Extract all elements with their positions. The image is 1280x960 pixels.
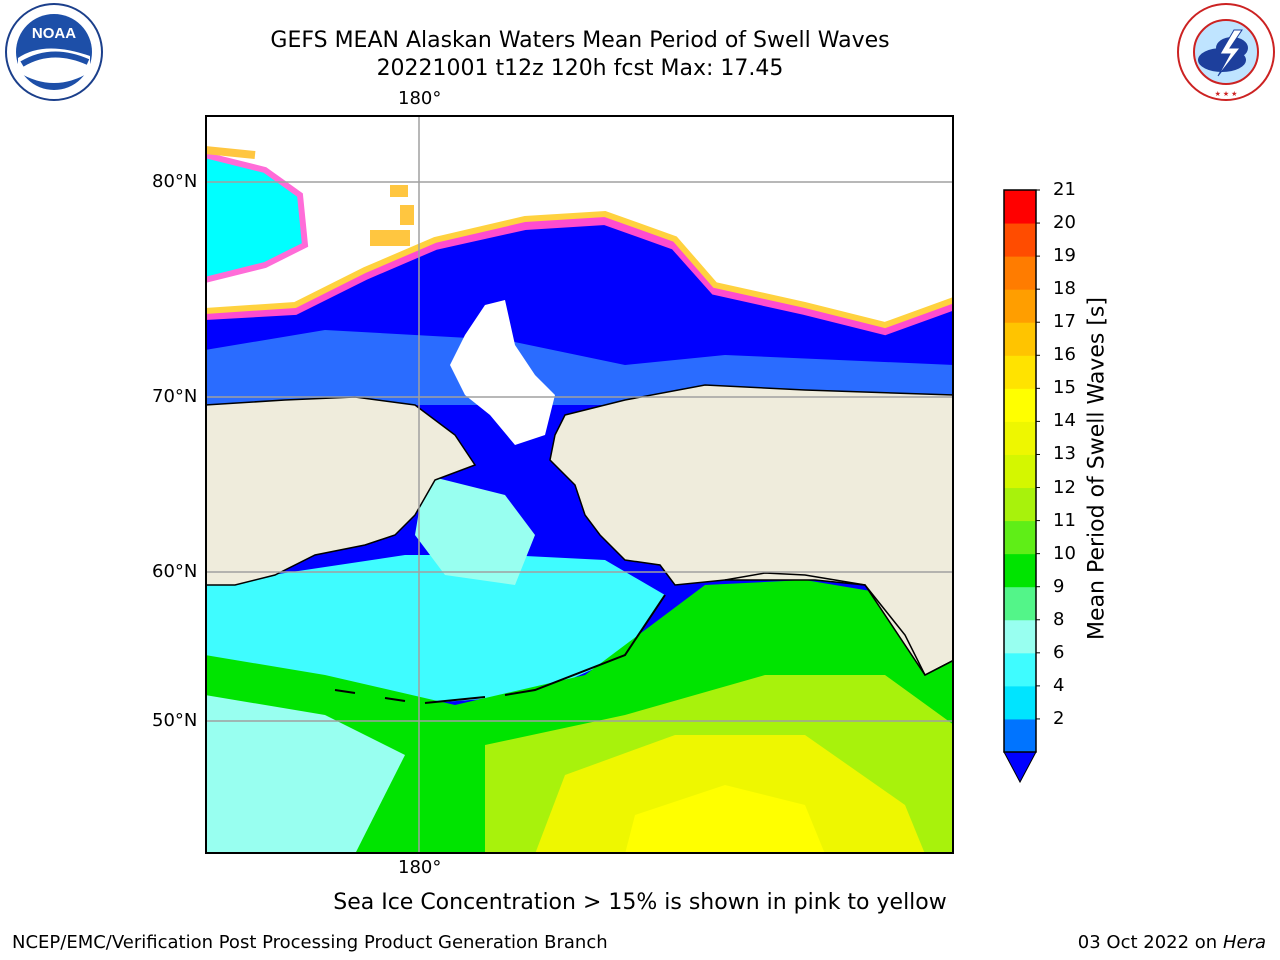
colorbar-tick-label: 6: [1053, 641, 1065, 663]
colorbar-bin: [1004, 322, 1036, 356]
colorbar-label: Mean Period of Swell Waves [s]: [1084, 297, 1110, 640]
colorbar-bin: [1004, 355, 1036, 389]
colorbar-tick-label: 11: [1053, 509, 1076, 531]
colorbar-tick-label: 21: [1053, 179, 1076, 200]
page-title: GEFS MEAN Alaskan Waters Mean Period of …: [270, 28, 890, 53]
lat-label-70: 70°N: [152, 386, 198, 407]
colorbar-tick-label: 8: [1053, 608, 1065, 630]
colorbar-tick-label: 17: [1053, 311, 1076, 333]
lat-label-80: 80°N: [152, 171, 198, 192]
lon-label-bottom: 180°: [398, 857, 442, 878]
colorbar-bin: [1004, 520, 1036, 555]
colorbar-tick-label: 18: [1053, 278, 1076, 300]
colorbar-frame: [1003, 189, 1037, 753]
colorbar-tick-label: 16: [1053, 344, 1076, 366]
colorbar-bin: [1004, 388, 1036, 422]
colorbar-bin: [1004, 190, 1036, 224]
colorbar-tick-label: 9: [1053, 575, 1065, 597]
colorbar-tick-label: 15: [1053, 377, 1076, 399]
svg-text:NOAA: NOAA: [32, 25, 76, 42]
svg-text:★ ★ ★: ★ ★ ★: [1215, 90, 1238, 98]
colorbar-tick-label: 2: [1053, 707, 1065, 729]
nws-logo: ★ ★ ★: [1176, 2, 1276, 102]
colorbar-bin: [1004, 487, 1036, 522]
colorbar-tick-label: 19: [1053, 245, 1076, 267]
lat-label-50: 50°N: [152, 710, 198, 731]
footer-machine: Hera: [1222, 932, 1266, 953]
colorbar-tick-label: 20: [1053, 212, 1076, 234]
lat-label-60: 60°N: [152, 561, 198, 582]
colorbar-bin: [1004, 454, 1036, 489]
colorbar-bin: [1004, 553, 1036, 588]
colorbar-tick-label: 10: [1053, 542, 1076, 564]
colorbar-extend-arrow: [1003, 751, 1037, 784]
colorbar-bin: [1004, 652, 1036, 687]
footer-date: 03 Oct 2022 on Hera: [1078, 932, 1266, 953]
colorbar-tick-label: 13: [1053, 443, 1076, 465]
colorbar-bin: [1004, 586, 1036, 621]
colorbar-tick-label: 4: [1053, 674, 1065, 696]
sea-ice-note: Sea Ice Concentration > 15% is shown in …: [333, 890, 947, 915]
colorbar-bin: [1004, 685, 1036, 720]
colorbar-bin: [1004, 619, 1036, 654]
colorbar-bin: [1004, 256, 1036, 290]
noaa-logo: NOAA: [4, 2, 104, 102]
colorbar: [1000, 186, 1040, 786]
lon-label-top: 180°: [398, 88, 442, 109]
footer-date-text: 03 Oct 2022 on: [1077, 932, 1223, 953]
colorbar-tick-label: 14: [1053, 410, 1076, 432]
colorbar-tick-label: 12: [1053, 476, 1076, 498]
page-subtitle: 20221001 t12z 120h fcst Max: 17.45: [376, 56, 784, 81]
swell-period-map: [204, 115, 956, 854]
colorbar-bin: [1004, 289, 1036, 323]
colorbar-bin: [1004, 718, 1036, 753]
colorbar-bin: [1004, 421, 1036, 455]
colorbar-bin: [1004, 223, 1036, 257]
footer-branch: NCEP/EMC/Verification Post Processing Pr…: [12, 932, 608, 953]
